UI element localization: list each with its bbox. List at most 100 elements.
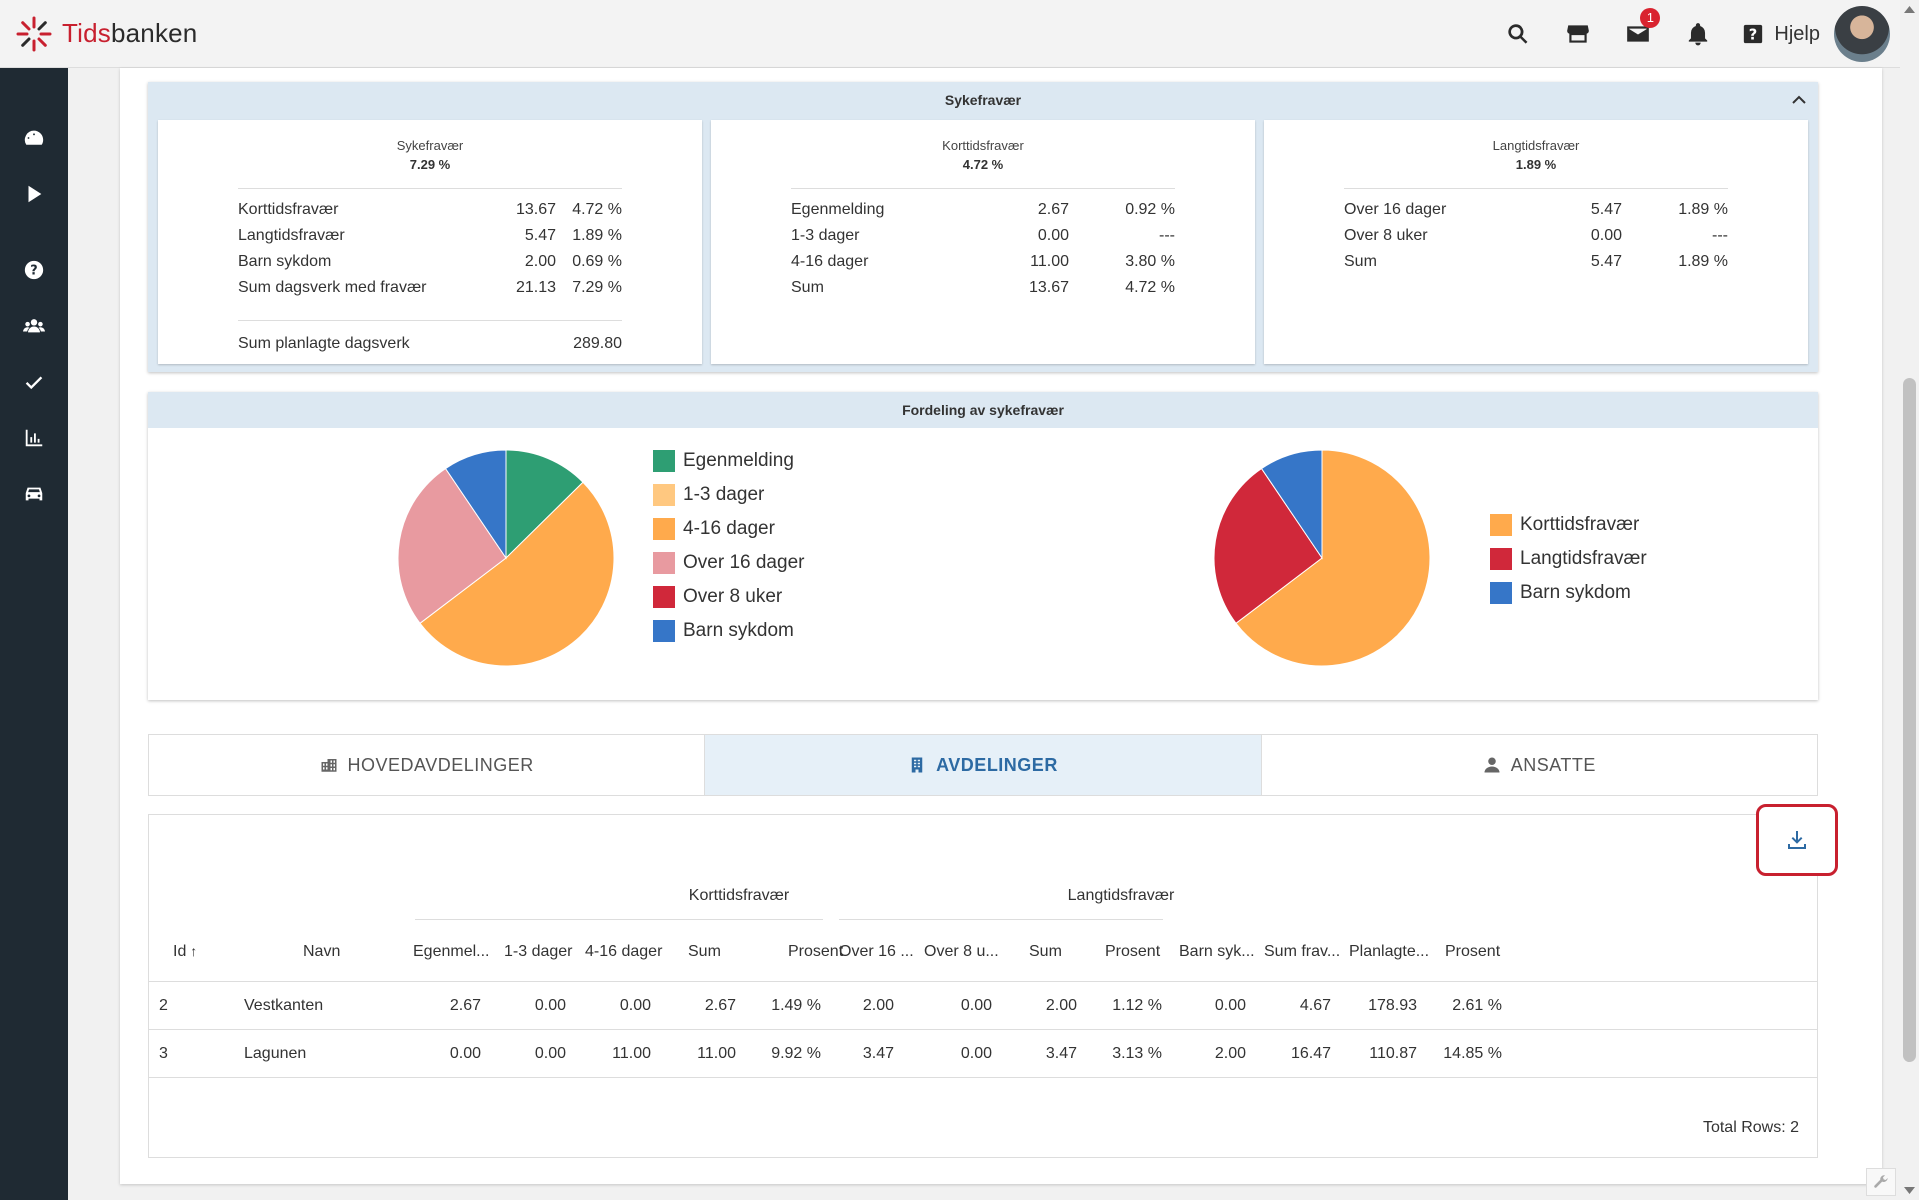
bell-icon (1689, 23, 1708, 46)
scroll-thumb[interactable] (1903, 378, 1916, 1062)
legend-item[interactable]: Over 8 uker (653, 580, 804, 614)
sidebar-item-car[interactable] (0, 466, 68, 522)
table-cell: Vestkanten (244, 997, 324, 1014)
card-table: Egenmelding 2.67 0.92 % 1-3 dager 0.00 --- 4… (791, 188, 1175, 301)
legend-item[interactable]: Korttidsfravær (1490, 508, 1647, 542)
legend-item[interactable]: Egenmelding (653, 444, 804, 478)
row-value: 0.00 (1590, 227, 1622, 244)
sidebar-item-users[interactable] (0, 298, 68, 354)
sidebar-item-play[interactable] (0, 166, 68, 222)
card-value: 4.72 % (962, 157, 1004, 172)
sidebar-item-approve[interactable] (0, 354, 68, 410)
column-header[interactable]: Navn (303, 943, 341, 960)
card-row: Langtidsfravær 5.47 1.89 % (238, 223, 622, 249)
column-header[interactable]: 4-16 dager (585, 943, 663, 960)
column-header[interactable]: Egenmel... (413, 943, 490, 960)
row-percent: 0.69 % (572, 253, 622, 270)
column-header[interactable]: Sum (688, 943, 721, 960)
pie-slice-egenmelding[interactable] (505, 450, 584, 560)
scroll-down-icon[interactable] (1903, 1186, 1916, 1196)
legend-item[interactable]: Over 16 dager (653, 546, 804, 580)
legend-label: 1-3 dager (683, 484, 765, 505)
legend-item[interactable]: Barn sykdom (1490, 576, 1647, 610)
car-icon (25, 487, 43, 501)
table-cell: 0.00 (960, 997, 992, 1014)
building-small-icon (911, 757, 923, 773)
row-label: Over 8 uker (1344, 227, 1428, 244)
section-header: Fordeling av sykefravær (148, 392, 1818, 428)
row-value: 13.67 (515, 201, 556, 218)
row-percent: 3.80 % (1125, 253, 1175, 270)
legend-item[interactable]: Langtidsfravær (1490, 542, 1647, 576)
sykefravaer-section: Sykefravær Sykefravær 7.29 % Korttidsfra… (148, 82, 1818, 372)
column-header[interactable]: Barn syk... (1179, 943, 1255, 960)
tab-avdelinger[interactable]: AVDELINGER (705, 735, 1262, 795)
column-header[interactable]: Id ↑ (173, 943, 198, 960)
building-icon (321, 759, 337, 772)
sum-value: 289.80 (573, 335, 622, 352)
legend-swatch (653, 552, 675, 574)
pie-chart-summary (1214, 450, 1430, 666)
pie-slice-barn-sykdom[interactable] (444, 450, 507, 560)
legend-item[interactable]: 4-16 dager (653, 512, 804, 546)
department-table: Korttidsfravær Langtidsfravær Id ↑ Navn Eg… (148, 814, 1818, 1158)
column-header[interactable]: Sum (1029, 943, 1062, 960)
tab-hovedavdelinger[interactable]: HOVEDAVDELINGER (149, 735, 706, 795)
mail-button[interactable]: 1 (1608, 0, 1668, 68)
sidebar-item-dashboard[interactable] (0, 110, 68, 166)
row-label: Sum (1344, 253, 1377, 270)
table-cell: 3.47 (1045, 1045, 1077, 1062)
search-button[interactable] (1488, 0, 1548, 68)
card-sum: Sum planlagte dagsverk 289.80 (238, 320, 622, 357)
card-row: Barn sykdom 2.00 0.69 % (238, 249, 622, 275)
collapse-button[interactable] (1788, 82, 1810, 118)
tools-button[interactable] (1866, 1168, 1896, 1196)
row-label: Korttidsfravær (238, 201, 339, 218)
help-button[interactable]: ? Hjelp (1742, 23, 1820, 46)
pie-legend-summary: Korttidsfravær Langtidsfravær Barn sykdom (1490, 508, 1647, 610)
table-cell: 2.00 (1214, 1045, 1246, 1062)
column-header[interactable]: Planlagte... (1349, 943, 1430, 960)
avatar[interactable] (1834, 6, 1890, 62)
scroll-up-icon[interactable] (1903, 4, 1916, 14)
pie-slice-4-16-dager[interactable] (419, 481, 614, 666)
card-langtidsfravaer: Langtidsfravær 1.89 % Over 16 dager 5.47 1… (1264, 120, 1808, 364)
sort-asc-icon[interactable]: ↑ (186, 943, 198, 959)
table-row[interactable]: 3 Lagunen 0.00 0.00 11.00 11.00 9.92 % 3.47 0.00… (149, 1030, 1817, 1078)
table-row[interactable]: 2 Vestkanten 2.67 0.00 0.00 2.67 1.49 % 2.00 0.0… (149, 982, 1817, 1030)
logo[interactable]: Tidsbanken (14, 0, 197, 68)
tab-ansatte[interactable]: ANSATTE (1262, 735, 1817, 795)
row-percent: 4.72 % (1125, 279, 1175, 296)
card-value: 7.29 % (409, 157, 451, 172)
table-cell: 11.00 (697, 1045, 736, 1062)
pie-slice-korttidsfravær[interactable] (1235, 450, 1430, 666)
legend-label: Over 8 uker (683, 586, 783, 607)
column-header[interactable]: Prosent (1105, 943, 1161, 960)
card-row: Sum 13.67 4.72 % (791, 275, 1175, 301)
legend-item[interactable]: 1-3 dager (653, 478, 804, 512)
row-value: 11.00 (1030, 253, 1069, 270)
legend-label: Egenmelding (683, 450, 794, 471)
legend-item[interactable]: Barn sykdom (653, 614, 804, 648)
pie-slice-barn-sykdom[interactable] (1260, 450, 1323, 560)
group-header-langtid: Langtidsfravær (1067, 887, 1175, 904)
column-header[interactable]: Prosent (788, 943, 844, 960)
column-header[interactable]: Prosent (1445, 943, 1501, 960)
store-button[interactable] (1548, 0, 1608, 68)
column-header[interactable]: Sum frav... (1264, 943, 1341, 960)
row-value: 13.67 (1028, 279, 1069, 296)
column-header[interactable]: Over 8 u... (924, 943, 999, 960)
svg-text:?: ? (1749, 27, 1758, 44)
column-header[interactable]: 1-3 dager (504, 943, 573, 960)
download-button[interactable] (1756, 804, 1838, 876)
sidebar-item-help[interactable]: ? (0, 242, 68, 298)
table-cell: 3.13 % (1112, 1045, 1162, 1062)
pie-slice-over-16-dager[interactable] (398, 467, 507, 625)
logo-icon (16, 16, 52, 51)
play-icon (28, 185, 42, 203)
pie-slice-langtidsfravær[interactable] (1214, 467, 1323, 625)
column-header[interactable]: Over 16 ... (839, 943, 914, 960)
sidebar-item-reports[interactable] (0, 410, 68, 466)
sidebar: ? (0, 68, 68, 1200)
notifications-button[interactable] (1668, 0, 1728, 68)
